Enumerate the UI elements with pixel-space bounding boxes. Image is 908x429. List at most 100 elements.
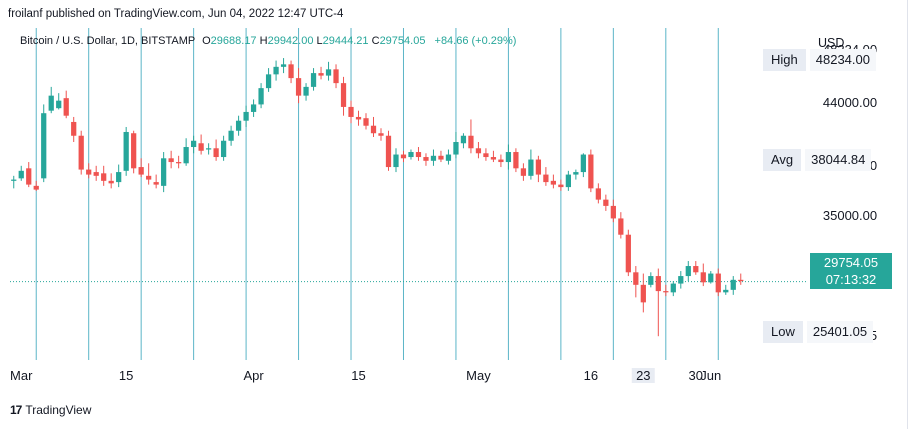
candle[interactable] <box>400 150 407 163</box>
candle[interactable] <box>708 271 714 284</box>
candle[interactable] <box>445 149 452 165</box>
candle[interactable] <box>78 130 84 175</box>
candle[interactable] <box>333 64 339 89</box>
candle[interactable] <box>273 60 279 81</box>
candle[interactable] <box>48 86 54 114</box>
candle[interactable] <box>535 155 542 183</box>
candle[interactable] <box>348 100 354 124</box>
candle[interactable] <box>213 139 219 161</box>
candle[interactable] <box>610 199 616 223</box>
candle[interactable] <box>580 153 586 178</box>
candle[interactable] <box>430 149 437 166</box>
candle[interactable] <box>191 135 197 154</box>
candle[interactable] <box>438 150 444 163</box>
candle[interactable] <box>205 143 212 155</box>
candle[interactable] <box>101 165 107 186</box>
candle[interactable] <box>138 158 144 178</box>
candle[interactable] <box>640 273 646 313</box>
candle[interactable] <box>633 266 639 298</box>
candle[interactable] <box>41 104 47 183</box>
candle[interactable] <box>235 115 242 136</box>
candle[interactable] <box>378 128 384 141</box>
candle[interactable] <box>693 261 699 275</box>
candle[interactable] <box>108 173 114 189</box>
candle[interactable] <box>618 212 624 239</box>
candle[interactable] <box>573 169 579 180</box>
candle[interactable] <box>310 68 317 91</box>
candle[interactable] <box>513 148 519 173</box>
candle[interactable] <box>146 163 152 185</box>
candle[interactable] <box>678 271 684 289</box>
candle[interactable] <box>730 276 736 295</box>
candle[interactable] <box>408 149 414 160</box>
candle[interactable] <box>550 174 557 189</box>
candle[interactable] <box>558 179 564 191</box>
candle[interactable] <box>700 263 706 287</box>
candle[interactable] <box>498 154 504 168</box>
candle[interactable] <box>280 58 287 74</box>
candle[interactable] <box>93 165 99 181</box>
candle[interactable] <box>56 93 62 110</box>
candle[interactable] <box>71 116 77 143</box>
candle[interactable] <box>648 272 654 288</box>
candle[interactable] <box>18 165 24 181</box>
candle[interactable] <box>588 149 594 193</box>
candle[interactable] <box>183 138 189 166</box>
candle[interactable] <box>153 174 159 189</box>
candle[interactable] <box>220 135 227 161</box>
candle[interactable] <box>318 66 324 80</box>
candle[interactable] <box>663 284 669 297</box>
candle[interactable] <box>295 68 302 104</box>
candle-body <box>250 104 257 112</box>
candle[interactable] <box>483 148 489 161</box>
candle[interactable] <box>250 99 257 117</box>
candle[interactable] <box>363 113 369 130</box>
candle[interactable] <box>288 60 294 84</box>
candle[interactable] <box>131 130 137 174</box>
candle[interactable] <box>26 162 32 188</box>
candle[interactable] <box>86 163 92 179</box>
candle[interactable] <box>161 152 167 193</box>
candle[interactable] <box>176 155 182 169</box>
candle[interactable] <box>670 281 676 297</box>
candle[interactable] <box>243 105 249 127</box>
candle[interactable] <box>198 134 204 155</box>
candle[interactable] <box>265 68 272 92</box>
candle[interactable] <box>603 194 609 211</box>
candle[interactable] <box>520 163 527 181</box>
candle[interactable] <box>116 164 122 188</box>
candle[interactable] <box>625 229 631 277</box>
candle[interactable] <box>355 110 362 126</box>
candle[interactable] <box>415 147 422 161</box>
candle[interactable] <box>303 83 309 101</box>
candle[interactable] <box>385 130 392 171</box>
candle[interactable] <box>63 90 69 119</box>
candle[interactable] <box>460 133 467 149</box>
candle[interactable] <box>168 150 174 169</box>
candle[interactable] <box>565 170 571 191</box>
candle[interactable] <box>723 284 729 295</box>
candle[interactable] <box>475 142 482 159</box>
candle[interactable] <box>258 83 264 109</box>
candle[interactable] <box>11 175 17 189</box>
candle[interactable] <box>325 61 332 81</box>
candle[interactable] <box>340 76 347 116</box>
candle[interactable] <box>393 148 399 173</box>
candle[interactable] <box>123 126 129 176</box>
candle[interactable] <box>655 268 661 337</box>
candle[interactable] <box>685 261 691 282</box>
candle[interactable] <box>595 183 601 204</box>
candle[interactable] <box>528 149 534 180</box>
candle[interactable] <box>543 167 549 186</box>
candle[interactable] <box>490 150 497 163</box>
candle[interactable] <box>505 144 512 170</box>
candle[interactable] <box>228 125 234 146</box>
candle[interactable] <box>738 273 744 285</box>
candle[interactable] <box>468 119 474 154</box>
candle[interactable] <box>423 153 429 166</box>
candle[interactable] <box>33 180 39 191</box>
candle[interactable] <box>370 116 377 137</box>
candle[interactable] <box>715 268 721 297</box>
candle[interactable] <box>453 131 459 159</box>
